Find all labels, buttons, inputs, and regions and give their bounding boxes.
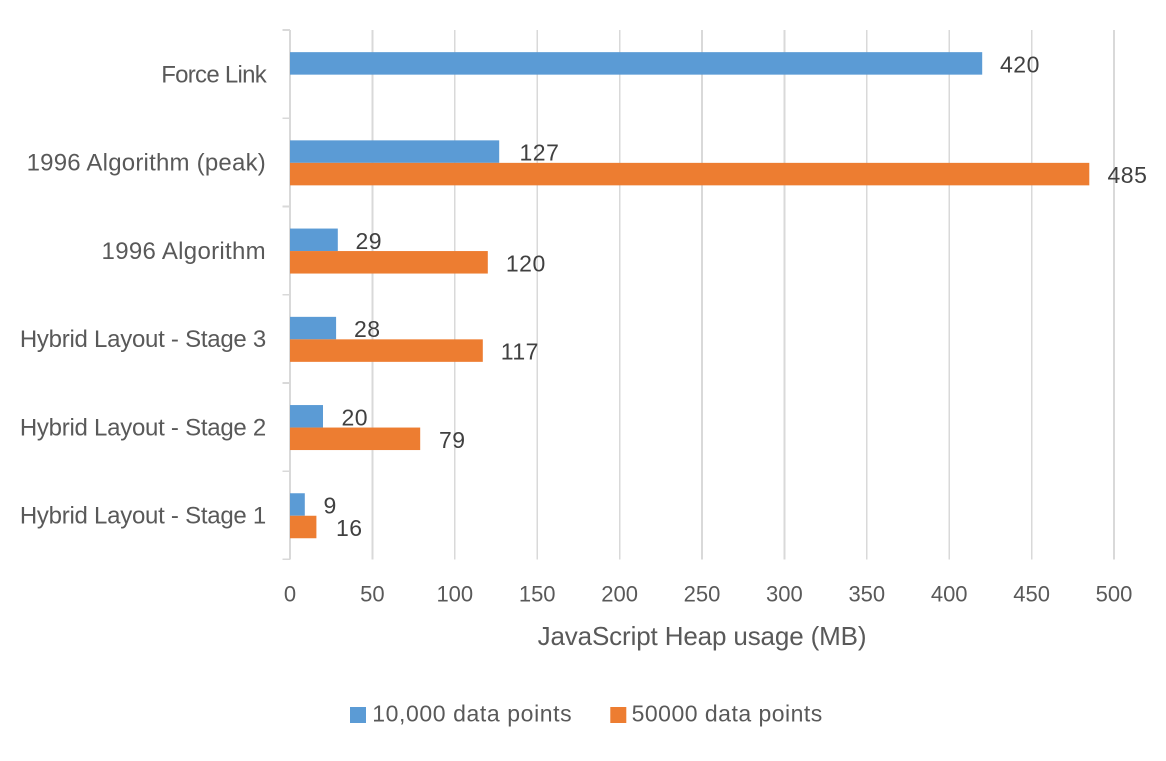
svg-text:28: 28	[354, 316, 381, 342]
svg-text:300: 300	[766, 581, 803, 606]
svg-text:127: 127	[520, 140, 560, 166]
svg-text:400: 400	[931, 581, 968, 606]
svg-text:450: 450	[1013, 581, 1050, 606]
svg-text:Hybrid Layout - Stage 2: Hybrid Layout - Stage 2	[20, 414, 266, 441]
svg-text:10,000 data points: 10,000 data points	[372, 701, 572, 727]
svg-text:79: 79	[439, 427, 466, 453]
svg-text:50: 50	[360, 581, 384, 606]
svg-text:9: 9	[324, 493, 337, 519]
svg-text:200: 200	[601, 581, 638, 606]
svg-text:420: 420	[1000, 51, 1040, 77]
svg-text:100: 100	[436, 581, 473, 606]
svg-text:120: 120	[506, 250, 546, 276]
svg-text:Force Link: Force Link	[161, 62, 267, 89]
svg-text:29: 29	[356, 228, 383, 254]
svg-text:Hybrid Layout - Stage 1: Hybrid Layout - Stage 1	[20, 503, 266, 530]
svg-text:500: 500	[1096, 581, 1133, 606]
svg-text:JavaScript Heap usage (MB): JavaScript Heap usage (MB)	[538, 621, 867, 651]
svg-text:50000 data points: 50000 data points	[632, 701, 823, 727]
svg-text:250: 250	[684, 581, 721, 606]
svg-text:20: 20	[342, 404, 369, 430]
svg-text:150: 150	[519, 581, 556, 606]
svg-text:117: 117	[501, 339, 539, 365]
svg-text:1996 Algorithm: 1996 Algorithm	[102, 238, 266, 265]
svg-text:16: 16	[336, 515, 363, 541]
svg-text:350: 350	[848, 581, 885, 606]
svg-text:1996 Algorithm (peak): 1996 Algorithm (peak)	[27, 150, 266, 177]
svg-text:Hybrid Layout - Stage 3: Hybrid Layout - Stage 3	[20, 326, 266, 353]
svg-text:485: 485	[1108, 162, 1148, 188]
svg-text:0: 0	[284, 581, 296, 606]
